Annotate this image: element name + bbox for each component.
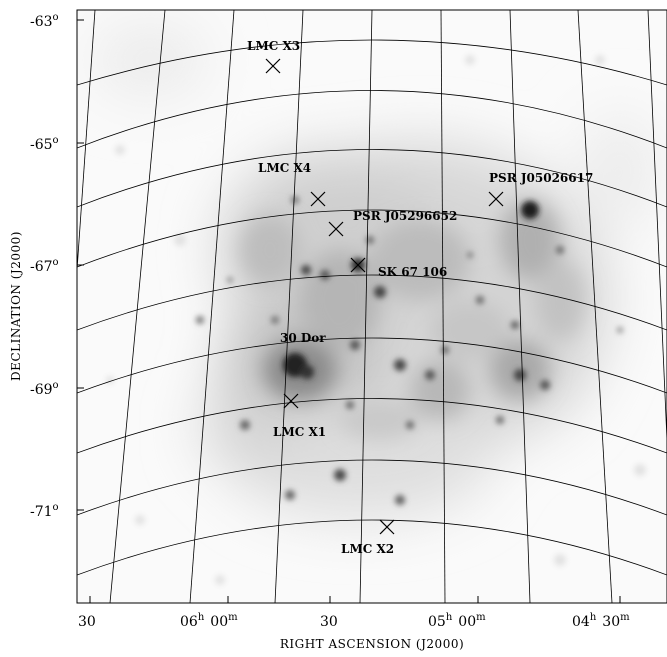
dec-tick-label: -67o [30,257,59,275]
x-axis-title: RIGHT ASCENSION (J2000) [280,637,464,651]
label-lmc-x4: LMC X4 [258,161,311,175]
dec-tick-labels: -63o -65o -67o -69o -71o [30,12,59,520]
dec-grid-line [77,459,667,516]
ra-tick-labels: 30 06h 00m 30 05h 00m 04h 30m [78,612,630,630]
dec-grid-line [77,149,667,208]
marker-lmc-x1 [283,393,299,409]
dec-grid-line [77,519,667,576]
dec-tick-label: -63o [30,12,59,30]
marker-psr-j05296652 [328,221,344,237]
label-lmc-x2: LMC X2 [341,542,394,556]
ra-tick-label: 30 [78,614,96,630]
frame-ticks [77,19,621,603]
label-lmc-x3: LMC X3 [247,39,300,53]
label-psr-j05026617: PSR J05026617 [489,171,593,185]
dec-tick-label: -65o [30,135,59,153]
dec-grid-line [77,398,667,454]
label-sk-67-106: SK 67 106 [378,265,447,279]
ra-tick-label: 05h 00m [428,612,486,630]
dec-grid-line [77,39,667,86]
y-axis-title: DECLINATION (J2000) [9,231,23,381]
label-psr-j05296652: PSR J05296652 [353,209,457,223]
ra-tick-label: 06h 00m [180,612,238,630]
ra-grid-line [77,10,96,271]
dec-grid-line [77,337,667,394]
dec-tick-label: -69o [30,380,59,398]
ra-grid-line [189,10,235,603]
ra-grid-line [359,10,373,603]
dec-grid-line [77,209,667,268]
dec-grid-line [77,274,667,331]
source-markers [265,58,504,535]
ra-grid-line [274,10,304,603]
marker-psr-j05026617 [488,191,504,207]
ra-grid-line [440,10,446,603]
source-labels: LMC X3 LMC X4 PSR J05296652 SK 67 106 PS… [247,39,593,556]
emission-image [90,20,660,585]
dec-tick-label: -71o [30,502,59,520]
ra-tick-label: 04h 30m [572,612,630,630]
marker-sk-67-106 [350,257,366,273]
ra-grid-line [109,10,166,603]
marker-lmc-x2 [379,519,395,535]
ra-grid-line [647,10,667,441]
marker-lmc-x4 [310,191,326,207]
ra-grid-line [577,10,613,603]
label-lmc-x1: LMC X1 [273,425,326,439]
coordinate-grid [77,10,667,603]
label-30-dor: 30 Dor [280,331,326,345]
marker-lmc-x3 [265,58,281,74]
ra-tick-label: 30 [320,614,338,630]
ra-grid-line [509,10,531,603]
plot-frame [76,9,667,604]
